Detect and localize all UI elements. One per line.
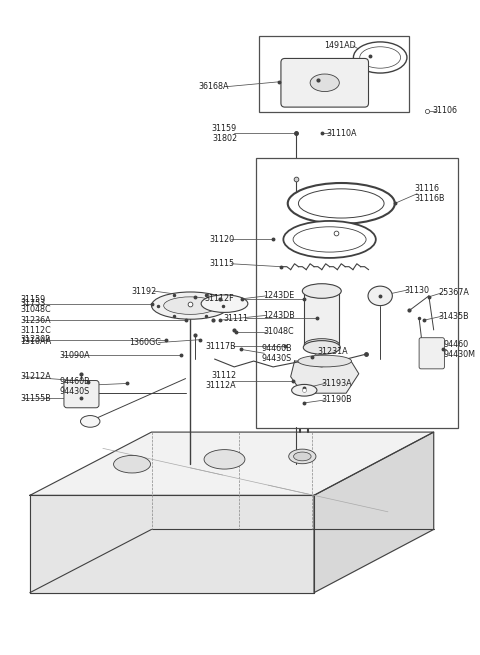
Text: 31230P: 31230P	[20, 335, 50, 344]
Text: 31120: 31120	[209, 235, 234, 244]
Ellipse shape	[114, 455, 151, 473]
Ellipse shape	[288, 183, 395, 224]
Text: 31159
31048C
31236A
31112C
1310AA: 31159 31048C 31236A 31112C 1310AA	[20, 295, 51, 345]
Ellipse shape	[368, 286, 392, 306]
Polygon shape	[30, 495, 314, 593]
Bar	[304, 291, 339, 345]
Text: 31212A: 31212A	[20, 372, 51, 381]
Polygon shape	[291, 361, 359, 393]
Polygon shape	[314, 432, 434, 593]
Text: 31231A: 31231A	[317, 347, 348, 356]
Ellipse shape	[299, 189, 384, 218]
Ellipse shape	[303, 341, 340, 354]
Text: 31115: 31115	[209, 259, 234, 269]
Text: 31112
31112A: 31112 31112A	[205, 371, 236, 390]
Text: 1491AD: 1491AD	[324, 41, 356, 50]
Text: 31753: 31753	[20, 299, 46, 308]
Text: 31155B: 31155B	[20, 394, 51, 403]
Text: 31116
31116B: 31116 31116B	[414, 184, 445, 204]
Text: 94460B
94430S: 94460B 94430S	[59, 377, 90, 396]
Text: 31111: 31111	[224, 314, 249, 323]
Text: 31090A: 31090A	[59, 350, 90, 360]
Ellipse shape	[152, 292, 229, 319]
FancyBboxPatch shape	[419, 338, 444, 369]
FancyBboxPatch shape	[64, 381, 99, 408]
Ellipse shape	[310, 74, 339, 92]
Text: 25367A: 25367A	[439, 288, 469, 297]
Text: 31048C: 31048C	[264, 328, 294, 337]
Ellipse shape	[164, 297, 217, 314]
Ellipse shape	[288, 449, 316, 464]
Text: 31110A: 31110A	[327, 129, 357, 138]
Ellipse shape	[302, 284, 341, 298]
Ellipse shape	[294, 452, 311, 461]
Text: 31192: 31192	[131, 286, 156, 295]
Ellipse shape	[304, 339, 339, 350]
Text: 31112F: 31112F	[204, 294, 234, 303]
Ellipse shape	[292, 384, 317, 396]
Text: 31106: 31106	[433, 107, 458, 115]
Ellipse shape	[283, 221, 376, 258]
FancyBboxPatch shape	[256, 158, 458, 428]
Text: 31159
31802: 31159 31802	[212, 124, 237, 143]
Ellipse shape	[353, 42, 407, 73]
Ellipse shape	[81, 415, 100, 427]
Text: 31193A: 31193A	[322, 379, 352, 388]
Text: 31117B: 31117B	[205, 342, 236, 351]
Text: 1243DB: 1243DB	[264, 311, 295, 320]
FancyBboxPatch shape	[259, 36, 409, 112]
Polygon shape	[30, 432, 434, 495]
Ellipse shape	[201, 295, 248, 312]
Text: 36168A: 36168A	[199, 82, 229, 91]
FancyBboxPatch shape	[281, 58, 369, 107]
Text: 31435B: 31435B	[439, 312, 469, 321]
Text: 1360GC: 1360GC	[130, 338, 161, 347]
Text: 31190B: 31190B	[322, 396, 352, 405]
Text: 31130: 31130	[405, 286, 430, 295]
Ellipse shape	[360, 47, 401, 68]
Text: 94460B
94430S: 94460B 94430S	[262, 344, 292, 363]
Ellipse shape	[298, 355, 351, 367]
Ellipse shape	[204, 449, 245, 469]
Text: 1243DE: 1243DE	[264, 291, 295, 301]
Ellipse shape	[293, 227, 366, 252]
Text: 94460
94430M: 94460 94430M	[444, 340, 475, 359]
